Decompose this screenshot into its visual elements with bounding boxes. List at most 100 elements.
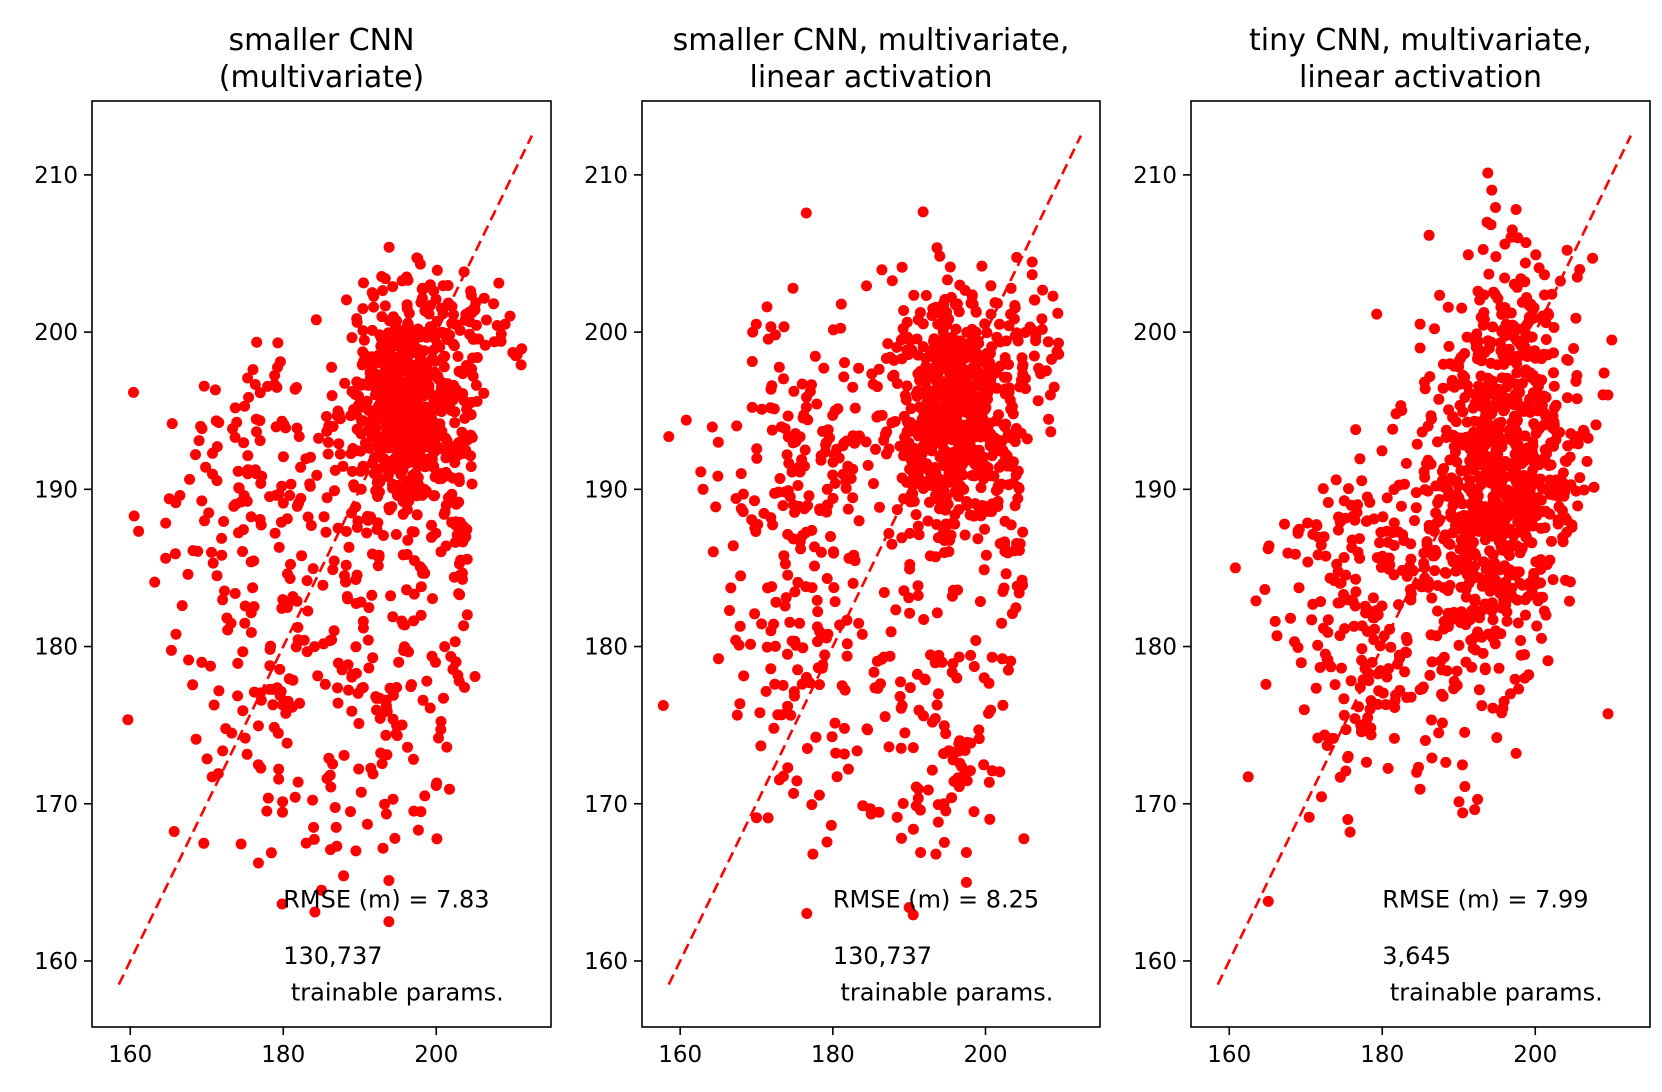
scatter-point (346, 705, 358, 717)
scatter-point (999, 388, 1011, 400)
scatter-point (1536, 353, 1547, 365)
scatter-point (328, 625, 340, 637)
scatter-point (1550, 426, 1562, 438)
scatter-point (952, 437, 964, 449)
scatter-point (815, 450, 827, 462)
scatter-point (1490, 202, 1501, 213)
scatter-point (187, 545, 199, 557)
scatter-point (504, 310, 516, 322)
scatter-point (182, 568, 194, 580)
scatter-point (883, 741, 895, 753)
scatter-point (952, 772, 964, 784)
scatter-point (1519, 444, 1530, 456)
scatter-point (945, 469, 957, 481)
scatter-point (794, 617, 806, 629)
scatter-point (232, 657, 244, 669)
scatter-point (922, 515, 934, 527)
scatter-point (327, 564, 339, 576)
scatter-point (387, 281, 399, 293)
scatter-point (412, 824, 424, 836)
scatter-point (326, 390, 338, 402)
scatter-point (1487, 614, 1499, 626)
scatter-point (986, 450, 998, 462)
scatter-point (954, 757, 966, 769)
scatter-point (1448, 441, 1460, 453)
scatter-point (361, 395, 373, 407)
scatter-point (1356, 724, 1368, 736)
scatter-point (351, 423, 363, 435)
scatter-point (1442, 301, 1454, 313)
scatter-point (821, 483, 833, 495)
scatter-point (772, 709, 784, 721)
scatter-point (1271, 630, 1283, 642)
scatter-point (390, 373, 402, 385)
scatter-point (311, 469, 323, 481)
scatter-point (445, 404, 457, 416)
scatter-point (975, 377, 987, 389)
scatter-point (929, 713, 941, 724)
scatter-point (769, 640, 781, 652)
scatter-point (782, 762, 794, 774)
scatter-point (821, 632, 832, 644)
scatter-point (448, 571, 460, 583)
scatter-point (493, 277, 505, 289)
scatter-point (727, 540, 739, 552)
scatter-point (901, 476, 913, 488)
scatter-point (712, 470, 724, 482)
scatter-point (920, 290, 932, 301)
y-tick-label: 180 (1133, 635, 1177, 661)
scatter-point (1262, 895, 1274, 907)
scatter-point (291, 595, 303, 607)
scatter-point (357, 622, 369, 634)
scatter-point (380, 343, 392, 355)
scatter-point (387, 793, 399, 805)
scatter-point (983, 776, 995, 788)
scatter-point (970, 358, 982, 370)
scatter-point (878, 587, 890, 598)
scatter-point (835, 298, 847, 310)
scatter-point (1496, 538, 1508, 549)
scatter-point (1327, 732, 1339, 744)
scatter-point (870, 443, 881, 455)
scatter-point (433, 732, 444, 744)
scatter-point (160, 552, 172, 564)
scatter-point (1602, 389, 1614, 401)
scatter-point (847, 492, 859, 504)
scatter-point (908, 442, 920, 454)
scatter-point (944, 534, 956, 546)
scatter-point (782, 648, 793, 660)
scatter-point (663, 431, 675, 443)
scatter-point (853, 617, 865, 629)
y-tick-label: 190 (1133, 477, 1177, 503)
scatter-point (924, 550, 936, 562)
scatter-point (282, 695, 294, 707)
scatter-point (309, 641, 321, 653)
scatter-point (713, 653, 724, 665)
scatter-point (1502, 484, 1514, 496)
scatter-point (1447, 411, 1459, 423)
scatter-point (788, 686, 800, 698)
scatter-point (904, 607, 916, 619)
scatter-point (751, 443, 763, 455)
scatter-points (122, 241, 528, 928)
scatter-point (985, 347, 996, 359)
scatter-point (749, 495, 760, 507)
scatter-point (1492, 448, 1504, 460)
scatter-point (737, 506, 749, 518)
scatter-point (761, 301, 773, 313)
y-tick-label: 200 (584, 320, 628, 346)
scatter-point (947, 584, 959, 596)
scatter-point (910, 800, 922, 812)
scatter-point (1376, 445, 1388, 457)
scatter-point (264, 643, 276, 655)
scatter-point (281, 513, 293, 525)
scatter-point (417, 282, 429, 294)
scatter-point (439, 506, 451, 518)
scatter-point (939, 294, 951, 305)
scatter-point (818, 362, 830, 374)
scatter-point (453, 476, 465, 488)
scatter-point (1536, 399, 1548, 411)
scatter-point (768, 403, 780, 415)
scatter-point (1340, 724, 1352, 736)
x-tick-label: 160 (108, 1042, 152, 1068)
